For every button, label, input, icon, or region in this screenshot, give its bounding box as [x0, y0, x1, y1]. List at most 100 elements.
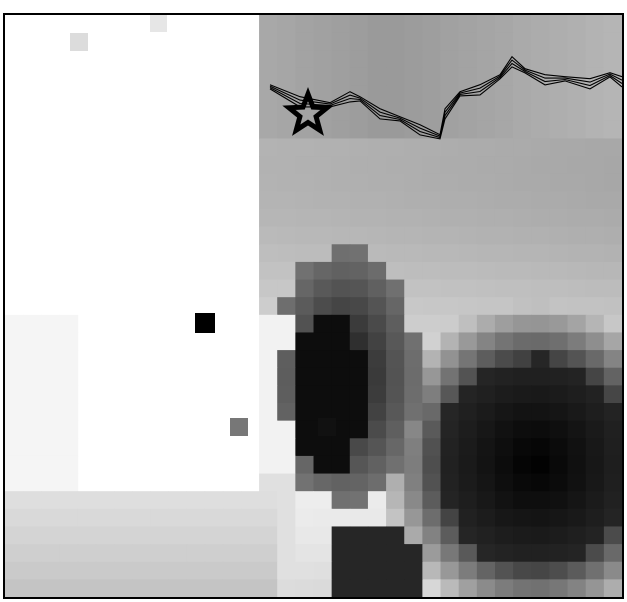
heatmap-cell — [259, 32, 278, 51]
heatmap-cell — [494, 85, 514, 104]
heatmap-cell — [367, 473, 387, 492]
heatmap-cell — [349, 314, 369, 334]
heatmap-cell — [295, 350, 315, 369]
heatmap-cell — [404, 420, 423, 439]
heatmap-cell — [585, 279, 605, 298]
heatmap-cell — [458, 455, 478, 475]
star-marker-icon[interactable] — [282, 86, 334, 136]
heatmap-cell — [386, 332, 405, 351]
heatmap-cell — [585, 191, 605, 210]
heatmap-cell — [95, 526, 115, 545]
heatmap-cell — [585, 350, 605, 369]
heatmap-cell — [603, 120, 623, 140]
heatmap-cell — [585, 438, 605, 457]
heatmap-cell — [41, 332, 61, 351]
heatmap-cell — [476, 314, 496, 334]
heatmap-cell — [277, 579, 296, 598]
heatmap-cell — [313, 85, 333, 104]
heatmap-cell — [295, 455, 315, 475]
heatmap-cell — [603, 226, 623, 245]
heatmap-cell — [531, 403, 551, 422]
heatmap-cell — [440, 420, 460, 439]
heatmap-cell — [549, 403, 569, 422]
heatmap-cell — [367, 438, 387, 457]
heatmap-cell — [513, 473, 532, 492]
heatmap-cell — [386, 138, 405, 157]
heatmap-cell — [386, 297, 405, 316]
heatmap-cell — [476, 138, 496, 157]
heatmap-cell — [458, 120, 478, 140]
heatmap-cell — [422, 32, 442, 51]
heatmap-cell — [259, 438, 278, 457]
heatmap-cell — [77, 544, 97, 563]
heatmap-cell — [41, 491, 61, 510]
heatmap-cell — [59, 350, 79, 369]
heatmap-cell — [567, 85, 587, 104]
heatmap-cell — [513, 526, 532, 545]
heatmap-cell — [458, 244, 478, 263]
heatmap-cell — [331, 455, 351, 475]
heatmap-cell — [349, 385, 369, 404]
heatmap-cell — [549, 561, 569, 580]
heatmap-cell — [531, 385, 551, 404]
heatmap-cell — [458, 438, 478, 457]
heatmap-cell — [494, 173, 514, 192]
heatmap-cell — [531, 544, 551, 563]
heatmap-cell — [277, 15, 296, 34]
heatmap-cell — [295, 385, 315, 404]
heatmap-cell — [240, 561, 260, 580]
heatmap-cell — [367, 297, 387, 316]
heatmap-cell — [259, 420, 278, 439]
heatmap-cell — [70, 33, 88, 51]
heatmap-cell — [567, 508, 587, 528]
heatmap-cell — [567, 526, 587, 545]
heatmap-cell — [259, 350, 278, 369]
heatmap-cell — [367, 279, 387, 298]
heatmap-cell — [549, 173, 569, 192]
heatmap-cell — [367, 156, 387, 175]
heatmap-cell — [513, 544, 532, 563]
heatmap-cell — [295, 420, 315, 439]
heatmap-cell — [41, 561, 61, 580]
heatmap-cell — [440, 67, 460, 87]
heatmap-cell — [531, 103, 551, 122]
heatmap-cell — [567, 438, 587, 457]
heatmap-cell — [440, 15, 460, 34]
heatmap-cell — [5, 491, 24, 510]
heatmap-cell — [367, 420, 387, 439]
heatmap-cell — [367, 103, 387, 122]
heatmap-cell — [549, 279, 569, 298]
heatmap-cell — [259, 561, 278, 580]
heatmap-cell — [41, 579, 61, 598]
heatmap-cell — [458, 103, 478, 122]
heatmap-cell — [349, 350, 369, 369]
heatmap-cell — [585, 50, 605, 69]
heatmap-cell — [259, 579, 278, 598]
heatmap-cell — [349, 15, 369, 34]
heatmap-cell — [386, 85, 405, 104]
heatmap-cell — [404, 67, 423, 87]
heatmap-cell — [585, 15, 605, 34]
heatmap-cell — [331, 173, 351, 192]
heatmap-cell — [313, 350, 333, 369]
heatmap-cell — [277, 156, 296, 175]
heatmap-cell — [277, 350, 296, 369]
heatmap-cell — [404, 508, 423, 528]
heatmap-cell — [494, 314, 514, 334]
heatmap-cell — [603, 455, 623, 475]
heatmap-cell — [259, 120, 278, 140]
heatmap-cell — [349, 67, 369, 87]
heatmap-cell — [150, 526, 169, 545]
heatmap-cell — [295, 173, 315, 192]
heatmap-cell — [367, 67, 387, 87]
heatmap-cell — [331, 297, 351, 316]
heatmap-cell — [295, 209, 315, 228]
heatmap-cell — [422, 332, 442, 351]
heatmap-cell — [386, 226, 405, 245]
heatmap-cell — [476, 385, 496, 404]
heatmap-cell — [476, 403, 496, 422]
heatmap-cell — [458, 314, 478, 334]
heatmap-cell — [349, 579, 369, 598]
heatmap-cell — [603, 261, 623, 281]
